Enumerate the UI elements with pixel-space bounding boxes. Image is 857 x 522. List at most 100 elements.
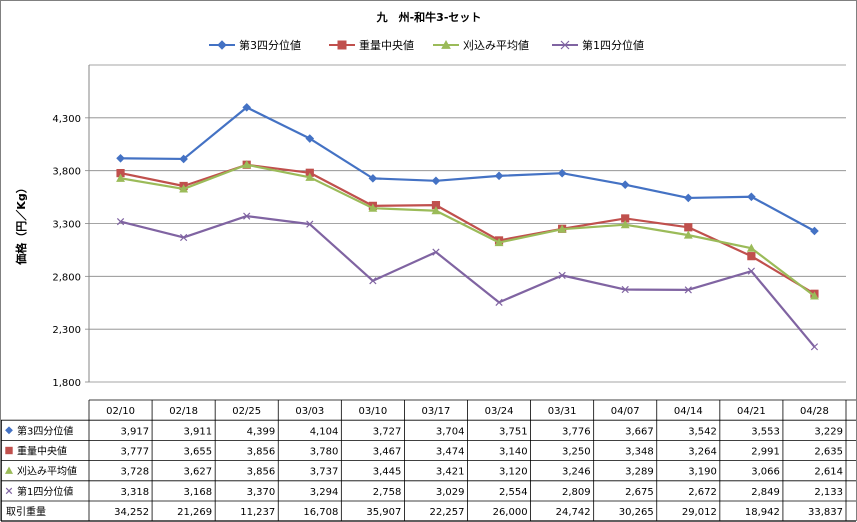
data-label-1-7: 3,250 — [562, 447, 591, 458]
x-tick-label-1: 02/18 — [169, 406, 198, 417]
table-extra-cell-0-10: 18,942 — [745, 507, 780, 518]
data-label-3-2: 3,370 — [247, 487, 276, 498]
series-0-point-2 — [242, 103, 252, 112]
series-2-point-6 — [494, 237, 504, 247]
data-label-0-1: 3,911 — [184, 426, 213, 437]
data-label-0-2: 4,399 — [247, 426, 276, 437]
data-label-2-11: 2,614 — [814, 467, 843, 478]
y-tick-label-4: 3,800 — [52, 167, 81, 178]
series-0-point-9 — [683, 193, 693, 203]
table-extra-row-label-0: 取引重量 — [6, 505, 46, 518]
data-label-1-2: 3,856 — [247, 447, 276, 458]
table-legend-marker-2 — [4, 466, 14, 474]
series-2-point-11 — [810, 291, 819, 300]
series-3-point-4 — [369, 277, 377, 285]
x-tick-label-2: 02/25 — [232, 406, 261, 417]
data-label-0-3: 4,104 — [310, 426, 339, 437]
series-line-3 — [120, 215, 816, 348]
series-3-point-5 — [432, 248, 440, 256]
y-tick-label-2: 2,800 — [52, 272, 81, 283]
series-0-point-8 — [620, 180, 630, 190]
data-label-1-0: 3,777 — [120, 447, 149, 458]
y-tick-label-5: 4,300 — [52, 114, 81, 125]
legend-label-1: 重量中央値 — [359, 38, 414, 52]
data-label-3-7: 2,809 — [562, 487, 591, 498]
series-3-point-1 — [180, 233, 188, 242]
series-0-point-6 — [494, 171, 504, 181]
y-tick-label-3: 3,300 — [52, 220, 81, 231]
data-label-2-7: 3,246 — [562, 467, 591, 478]
table-extra-cell-0-7: 24,742 — [556, 507, 591, 518]
legend-marker-1 — [337, 40, 347, 50]
table-row-label-2: 刈込み平均値 — [17, 465, 77, 478]
series-0-point-3 — [305, 134, 315, 143]
x-tick-label-3: 03/03 — [295, 406, 324, 417]
table-legend-marker-1 — [5, 446, 13, 455]
data-label-1-5: 3,474 — [436, 447, 465, 458]
x-tick-label-10: 04/21 — [737, 406, 766, 417]
data-label-2-0: 3,728 — [120, 467, 149, 478]
data-label-3-5: 3,029 — [436, 487, 465, 498]
data-label-1-3: 3,780 — [310, 447, 339, 458]
x-tick-label-4: 03/10 — [358, 406, 387, 417]
table-extra-cell-0-0: 34,252 — [114, 507, 149, 518]
data-label-3-9: 2,672 — [688, 487, 717, 498]
table-extra-cell-0-3: 16,708 — [303, 507, 338, 518]
data-label-1-9: 3,264 — [688, 447, 717, 458]
series-3-point-7 — [558, 271, 566, 280]
legend-label-2: 刈込み平均値 — [463, 39, 529, 52]
table-row-label-0: 第3四分位値 — [17, 424, 73, 437]
table-extra-cell-0-9: 29,012 — [682, 507, 717, 518]
series-0-point-0 — [116, 153, 125, 163]
table-extra-cell-0-4: 35,907 — [366, 507, 401, 518]
table-row-label-1: 重量中央値 — [17, 445, 67, 458]
series-0-point-7 — [557, 168, 567, 178]
series-line-2 — [120, 163, 816, 297]
data-label-2-5: 3,421 — [436, 467, 465, 478]
data-label-2-10: 3,066 — [751, 467, 780, 478]
data-label-0-6: 3,751 — [499, 426, 528, 437]
legend-label-0: 第3四分位値 — [239, 38, 301, 52]
series-3-point-6 — [495, 298, 503, 306]
data-label-0-0: 3,917 — [120, 426, 149, 437]
data-label-3-8: 2,675 — [625, 487, 654, 498]
series-0-point-5 — [431, 176, 441, 186]
series-3-point-2 — [243, 212, 251, 220]
x-tick-label-0: 02/10 — [106, 406, 135, 417]
data-label-2-4: 3,445 — [373, 467, 402, 478]
series-0-point-1 — [179, 154, 188, 164]
x-tick-label-8: 04/07 — [611, 406, 640, 417]
data-label-3-1: 3,168 — [184, 487, 213, 498]
legend-marker-0 — [217, 40, 227, 50]
data-label-0-4: 3,727 — [373, 426, 402, 437]
x-tick-label-7: 03/31 — [548, 406, 577, 417]
series-1-point-10 — [747, 252, 756, 261]
series-2-point-8 — [620, 220, 630, 229]
legend-label-3: 第1四分位値 — [582, 38, 644, 52]
data-label-1-8: 3,348 — [625, 447, 654, 458]
series-0-point-11 — [810, 226, 819, 236]
series-3-point-8 — [621, 285, 629, 294]
data-label-2-8: 3,289 — [625, 467, 654, 478]
data-label-2-3: 3,737 — [310, 467, 339, 478]
x-tick-label-6: 03/24 — [485, 406, 514, 417]
y-tick-label-0: 1,800 — [52, 378, 81, 389]
series-1-point-9 — [684, 223, 693, 232]
data-label-0-11: 3,229 — [814, 426, 843, 437]
series-0-point-10 — [747, 192, 756, 202]
data-label-3-0: 3,318 — [120, 487, 149, 498]
data-label-1-1: 3,655 — [184, 447, 213, 458]
table-extra-cell-0-5: 22,257 — [430, 507, 465, 518]
table-extra-cell-0-8: 30,265 — [619, 507, 654, 518]
data-label-1-4: 3,467 — [373, 447, 402, 458]
table-extra-cell-0-1: 21,269 — [177, 507, 212, 518]
series-3-point-3 — [306, 220, 314, 228]
chart-title: 九 州-和牛3-セット — [376, 10, 482, 24]
table-extra-cell-0-11: 33,837 — [808, 507, 843, 518]
legend-marker-2 — [441, 39, 451, 49]
data-label-2-6: 3,120 — [499, 467, 528, 478]
y-axis-label: 価格（円／Kg） — [14, 182, 28, 265]
x-tick-label-9: 04/14 — [674, 406, 703, 417]
